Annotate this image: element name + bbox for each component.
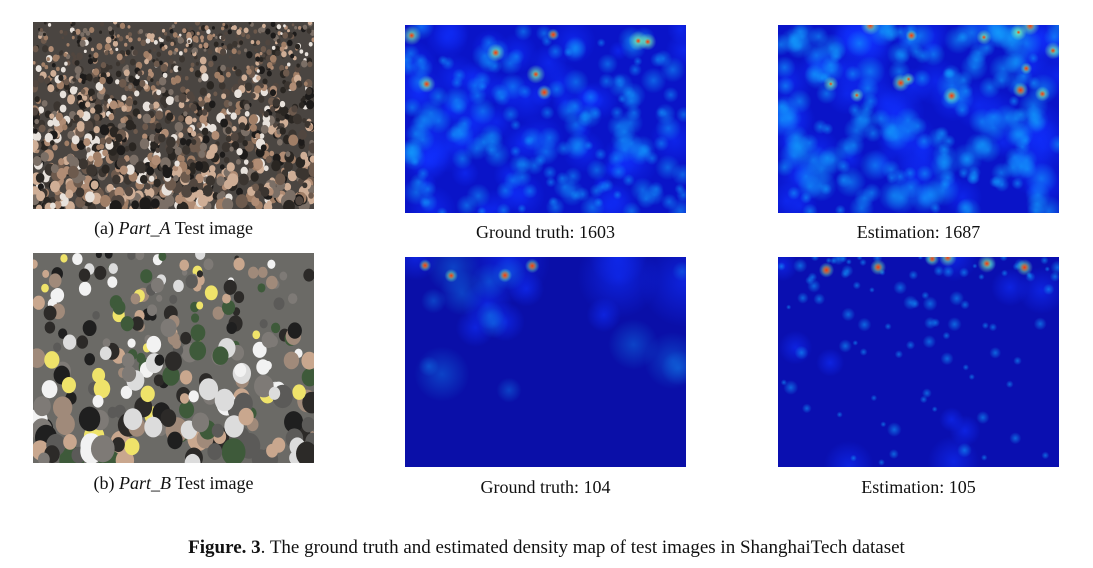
part-b-image-caption: (b) Part_B Test image [93, 473, 254, 493]
part-a-ground-truth-heatmap [405, 25, 686, 213]
figure-caption: Figure. 3. The ground truth and estimate… [0, 536, 1093, 560]
part-a-estimation-label: Estimation: 1687 [856, 222, 981, 242]
part-a-test-image [33, 22, 314, 209]
part-a-ground-truth-density-map [405, 25, 686, 213]
figure-caption-text: . The ground truth and estimated density… [260, 537, 905, 558]
part-b-estimation-heatmap [778, 257, 1059, 467]
part-a-crowd-photo [33, 22, 314, 209]
figure-label: Figure. 3 [188, 537, 261, 558]
part-a-estimation-heatmap [778, 25, 1059, 213]
part-a-estimated-density-map [778, 25, 1059, 213]
part-b-ground-truth-label: Ground truth: 104 [480, 477, 611, 497]
part-b-estimation-label: Estimation: 105 [861, 477, 976, 497]
part-b-test-image [33, 253, 314, 463]
part-a-image-caption: (a) Part_A Test image [94, 218, 253, 238]
part-b-ground-truth-heatmap [405, 257, 686, 403]
part-b-crowd-photo [33, 253, 314, 463]
part-b-estimated-density-map [778, 257, 1059, 467]
part-a-ground-truth-label: Ground truth: 1603 [476, 222, 615, 242]
part-b-ground-truth-density-map [405, 257, 686, 467]
